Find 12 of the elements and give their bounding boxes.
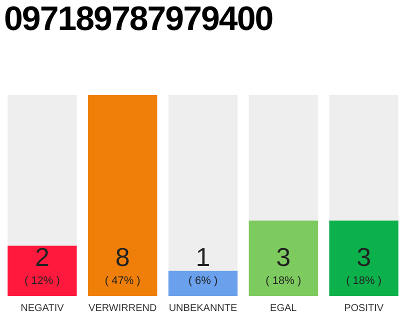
x-tick-label: POSITIV [344,302,384,314]
chart-title: 097189787979400 [4,0,273,39]
x-tick-label: NEGATIV [20,302,64,314]
bar [168,270,238,296]
data-label: 8 ( 47% ) [104,242,140,287]
data-label: 3 ( 18% ) [266,242,302,287]
data-label: 2 ( 12% ) [24,242,60,287]
x-tick-label: EGAL [270,302,298,314]
data-label: 1 ( 6% ) [188,242,218,287]
x-tick-label: UNBEKANNTE [168,302,238,314]
x-tick-label: VERWIRREND [88,302,157,314]
data-label: 3 ( 18% ) [346,242,382,287]
